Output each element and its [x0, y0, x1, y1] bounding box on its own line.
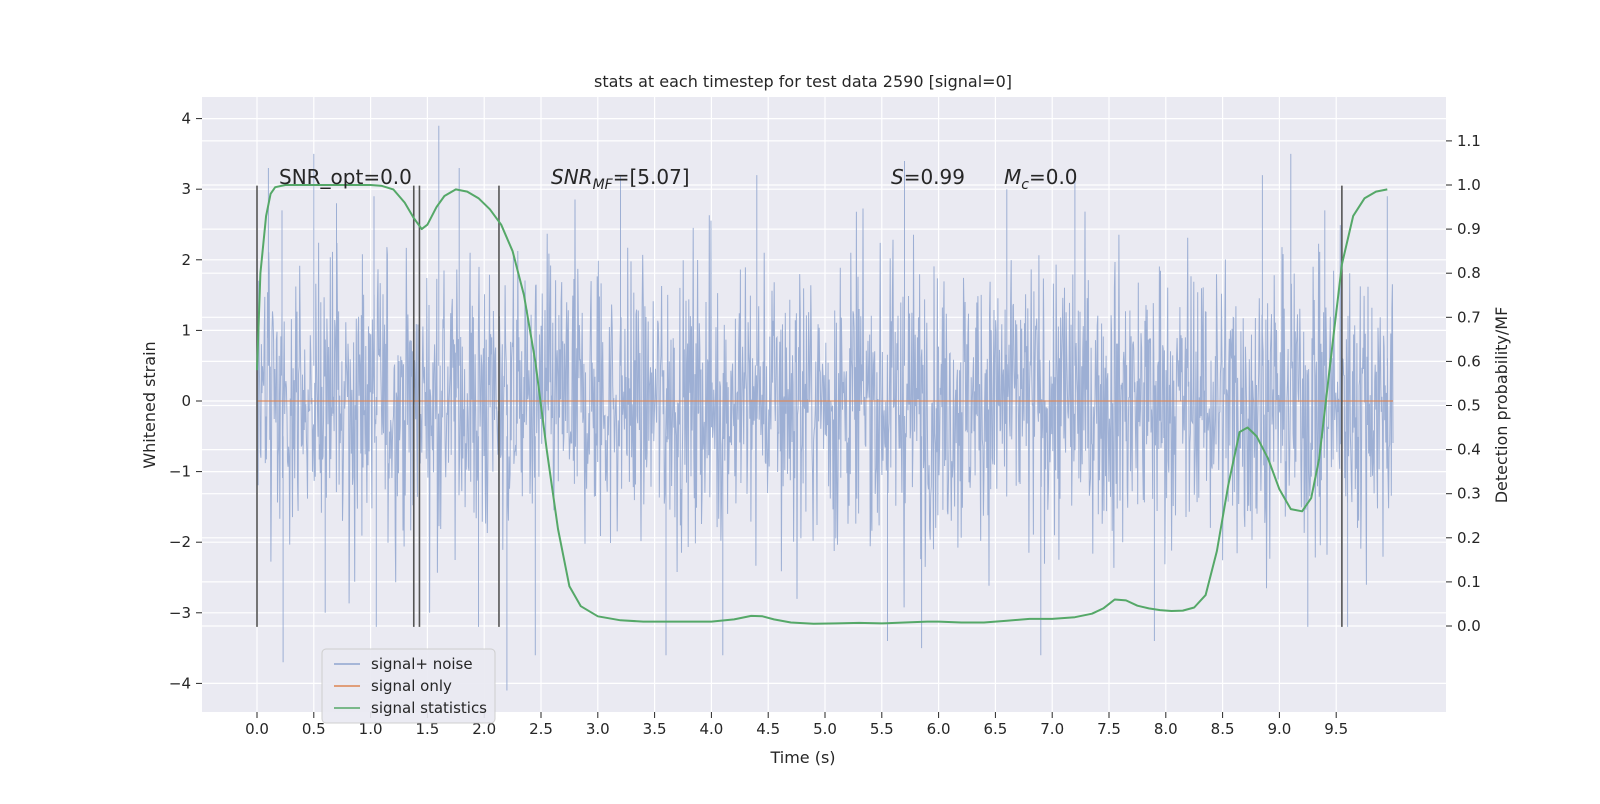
annotation-snr-mf: SNRMF=[5.07]: [551, 165, 690, 193]
signal-statistics-line: [256, 184, 1388, 625]
y-right-tick-label: 0.1: [1457, 573, 1481, 591]
y-right-tick-label: 0.3: [1457, 485, 1481, 503]
y-left-tick-label: −2: [169, 533, 191, 551]
y-right-tick-label: 0.4: [1457, 441, 1481, 459]
annotation-mc-value: =0.0: [1029, 165, 1078, 189]
x-tick-label: 3.5: [643, 720, 667, 738]
y-left-tick-label: 4: [181, 110, 191, 128]
x-tick-label: 0.0: [245, 720, 269, 738]
annotation-s-value: =0.99: [904, 165, 965, 189]
x-tick-label: 7.5: [1097, 720, 1121, 738]
y-left-tick-label: 0: [181, 392, 191, 410]
chart-title: stats at each timestep for test data 259…: [594, 72, 1012, 91]
x-tick-label: 2.5: [529, 720, 553, 738]
y-left-tick-label: −3: [169, 604, 191, 622]
signal-statistics-series: [256, 184, 1388, 625]
legend-box: [321, 648, 496, 724]
y-left-tick-label: 2: [181, 251, 191, 269]
y-right-tick-label: 1.0: [1457, 176, 1481, 194]
y-right-tick-label: 0.2: [1457, 529, 1481, 547]
y-right-tick-label: 0.5: [1457, 397, 1481, 415]
x-tick-label: 8.0: [1154, 720, 1178, 738]
x-tick-label: 1.0: [359, 720, 383, 738]
x-tick-label: 6.5: [983, 720, 1007, 738]
signal-noise-series: [256, 125, 1394, 691]
annotation-s-symbol: S: [891, 165, 904, 189]
vertical-markers: [256, 185, 1343, 627]
x-tick-label: 6.0: [927, 720, 951, 738]
annotation-mc: Mc=0.0: [1004, 165, 1078, 193]
y-left-tick-label: 1: [181, 321, 191, 339]
y-right-tick-label: 0.8: [1457, 264, 1481, 282]
y-left-tick-label: −4: [169, 674, 191, 692]
y-right-tick-label: 0.9: [1457, 220, 1481, 238]
annotation-snr-opt: SNR_opt=0.0: [279, 165, 412, 189]
y-right-tick-label: 0.6: [1457, 352, 1481, 370]
y-left-axis-ticks: 4 3 2 1 0 −1 −2 −3 −4: [169, 110, 202, 692]
x-tick-label: 4.5: [756, 720, 780, 738]
legend-label-signal-only: signal only: [371, 677, 452, 695]
x-tick-label: 9.5: [1324, 720, 1348, 738]
x-tick-label: 3.0: [586, 720, 610, 738]
annotation-snr-mf-symbol: SNR: [551, 165, 593, 189]
legend: signal+ noise signal only signal statist…: [321, 648, 496, 724]
y-right-tick-label: 0.7: [1457, 308, 1481, 326]
annotation-snr-mf-value: =[5.07]: [613, 165, 690, 189]
y-left-axis-label: Whitened strain: [140, 341, 159, 468]
y-right-tick-label: 1.1: [1457, 132, 1481, 150]
x-tick-label: 2.0: [472, 720, 496, 738]
x-tick-label: 7.0: [1040, 720, 1064, 738]
y-right-tick-label: 0.0: [1457, 617, 1481, 635]
y-right-axis-ticks: 1.1 1.0 0.9 0.8 0.7 0.6 0.5 0.4 0.3 0.2 0.1 0.0: [1446, 132, 1481, 635]
y-right-axis-label: Detection probability/MF: [1492, 307, 1511, 504]
x-tick-label: 5.5: [870, 720, 894, 738]
x-tick-label: 9.0: [1267, 720, 1291, 738]
x-axis-ticks: 0.0 0.5 1.0 1.5 2.0 2.5 3.0 3.5 4.0 4.5 5.0 5.5 6.0 6…: [245, 712, 1348, 738]
signal-noise-line: [256, 125, 1394, 691]
x-tick-label: 1.5: [415, 720, 439, 738]
legend-label-signal-statistics: signal statistics: [371, 699, 487, 717]
x-tick-label: 4.0: [699, 720, 723, 738]
x-tick-label: 0.5: [302, 720, 326, 738]
annotation-mc-subscript: c: [1021, 177, 1029, 193]
annotation-mc-symbol: M: [1004, 165, 1021, 189]
x-tick-label: 8.5: [1211, 720, 1235, 738]
annotation-s: S=0.99: [891, 165, 965, 189]
annotation-snr-mf-subscript: MF: [593, 177, 614, 193]
y-left-tick-label: 3: [181, 180, 191, 198]
x-tick-label: 5.0: [813, 720, 837, 738]
legend-label-signal-noise: signal+ noise: [371, 655, 473, 673]
y-left-tick-label: −1: [169, 463, 191, 481]
x-axis-label: Time (s): [769, 748, 835, 767]
